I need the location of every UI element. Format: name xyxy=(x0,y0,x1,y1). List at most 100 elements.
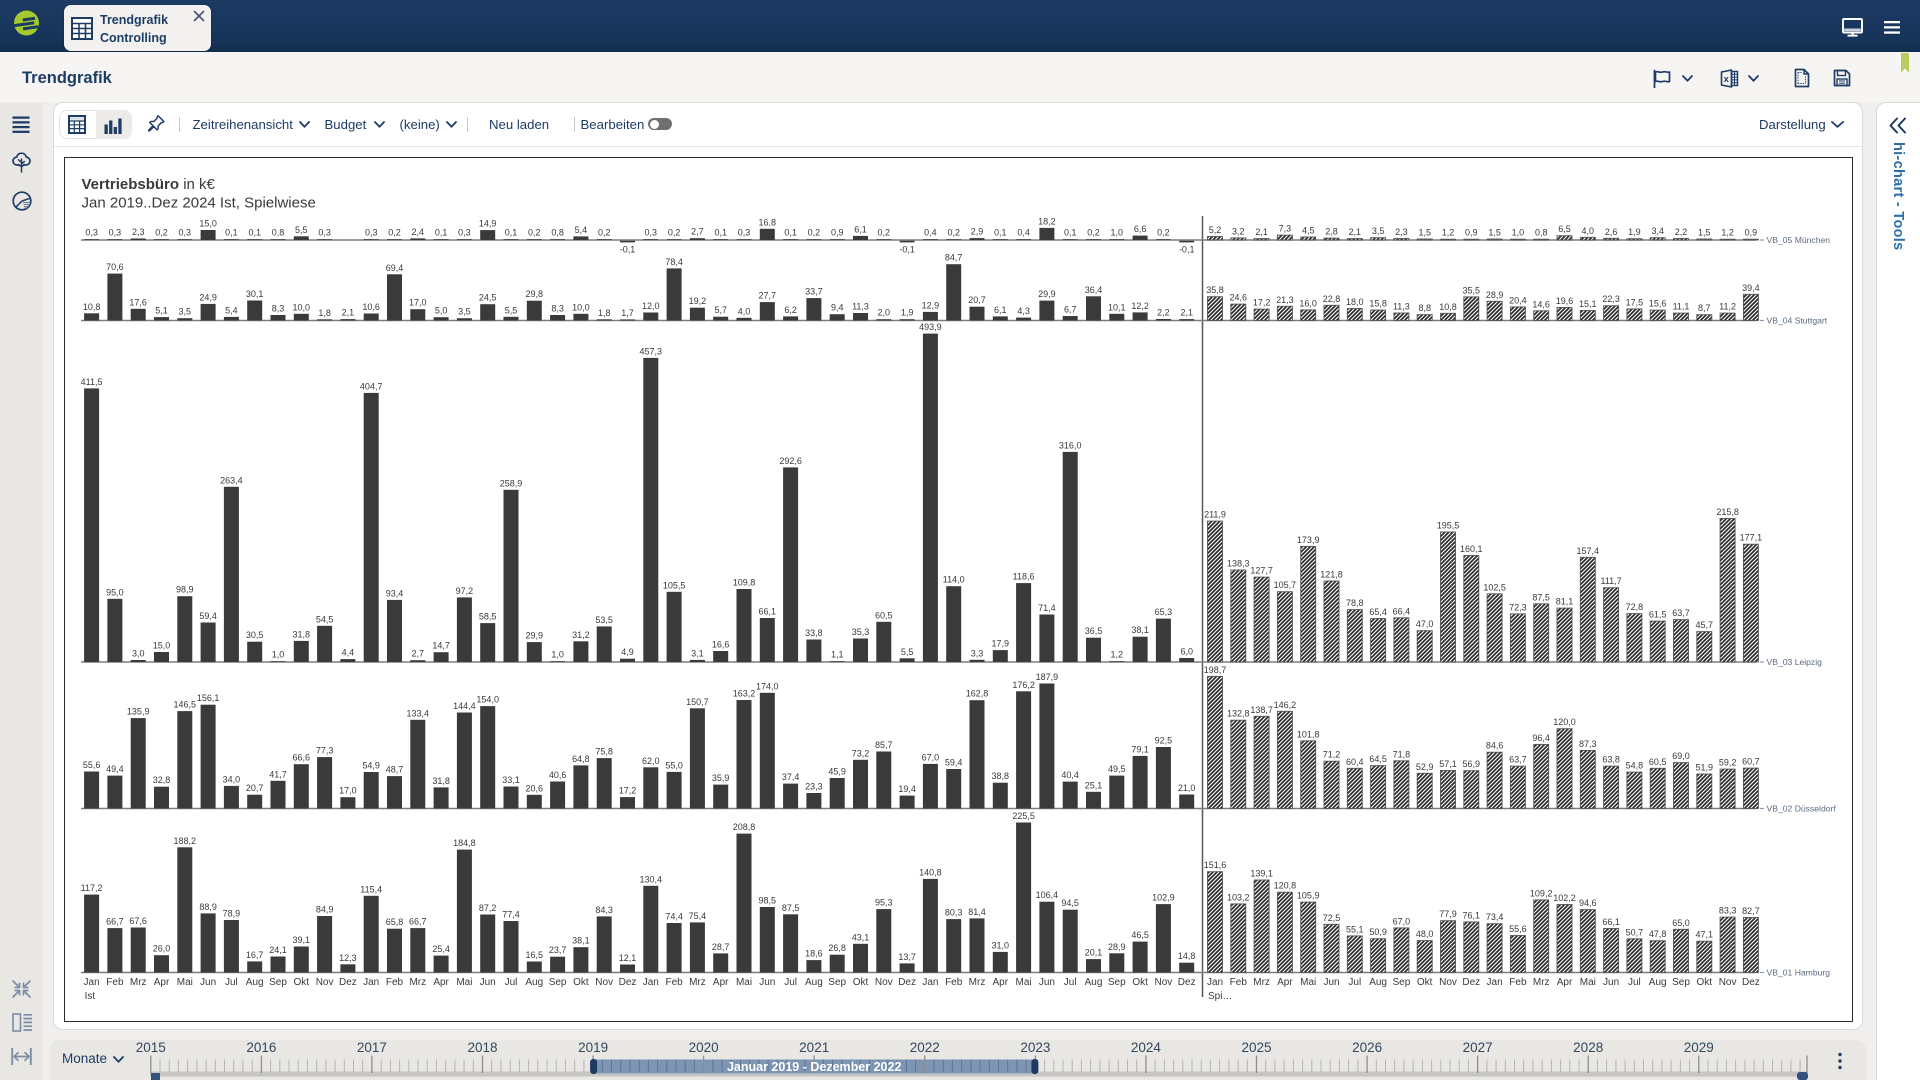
svg-text:33,8: 33,8 xyxy=(805,628,823,638)
svg-text:Jun: Jun xyxy=(1038,977,1054,988)
svg-text:0,2: 0,2 xyxy=(877,227,890,237)
svg-text:11,3: 11,3 xyxy=(1392,301,1409,311)
svg-text:84,6: 84,6 xyxy=(1485,740,1503,750)
svg-text:12,2: 12,2 xyxy=(1131,300,1149,310)
svg-text:66,1: 66,1 xyxy=(1602,917,1620,927)
svg-text:5,5: 5,5 xyxy=(295,224,308,234)
svg-text:Dez: Dez xyxy=(339,977,357,988)
svg-text:28,9: 28,9 xyxy=(1108,941,1126,951)
svg-text:50,9: 50,9 xyxy=(1369,927,1387,937)
svg-text:1,8: 1,8 xyxy=(318,307,331,317)
svg-text:5,5: 5,5 xyxy=(900,646,913,656)
svg-text:55,6: 55,6 xyxy=(1509,924,1527,934)
svg-text:1,9: 1,9 xyxy=(900,307,913,317)
svg-text:1,0: 1,0 xyxy=(1110,227,1123,237)
svg-text:0,2: 0,2 xyxy=(155,227,168,237)
svg-text:2,0: 2,0 xyxy=(877,307,890,317)
svg-text:35,8: 35,8 xyxy=(1206,285,1224,295)
svg-text:VB_05 München: VB_05 München xyxy=(1766,235,1830,245)
svg-text:81,1: 81,1 xyxy=(1555,596,1573,606)
svg-text:0,4: 0,4 xyxy=(1017,227,1030,237)
svg-text:2019: 2019 xyxy=(578,1040,608,1055)
svg-text:Mrz: Mrz xyxy=(1532,977,1549,988)
svg-text:0,1: 0,1 xyxy=(784,227,797,237)
svg-text:96,4: 96,4 xyxy=(1532,732,1550,742)
svg-text:225,5: 225,5 xyxy=(1012,811,1035,821)
svg-text:115,4: 115,4 xyxy=(360,884,382,894)
svg-text:77,4: 77,4 xyxy=(502,909,520,919)
svg-text:Sep: Sep xyxy=(1392,977,1410,988)
svg-text:4,0: 4,0 xyxy=(737,306,750,316)
svg-text:36,5: 36,5 xyxy=(1084,626,1102,636)
svg-text:292,6: 292,6 xyxy=(779,455,802,465)
svg-text:82,7: 82,7 xyxy=(1742,906,1760,916)
svg-text:10,8: 10,8 xyxy=(1439,301,1457,311)
svg-text:19,6: 19,6 xyxy=(1555,296,1573,306)
svg-text:Mrz: Mrz xyxy=(689,977,706,988)
svg-text:57,1: 57,1 xyxy=(1439,759,1457,769)
svg-text:Sep: Sep xyxy=(1107,977,1125,988)
svg-text:2,6: 2,6 xyxy=(1604,226,1617,236)
svg-text:15,1: 15,1 xyxy=(1579,299,1597,309)
svg-text:17,6: 17,6 xyxy=(129,297,147,307)
svg-text:0,1: 0,1 xyxy=(225,227,238,237)
svg-text:83,3: 83,3 xyxy=(1718,905,1736,915)
svg-text:2,3: 2,3 xyxy=(131,227,144,237)
svg-text:0,2: 0,2 xyxy=(528,227,541,237)
svg-text:40,6: 40,6 xyxy=(548,770,566,780)
svg-text:15,6: 15,6 xyxy=(1648,298,1666,308)
svg-text:85,7: 85,7 xyxy=(875,740,893,750)
svg-text:15,8: 15,8 xyxy=(1369,298,1387,308)
svg-text:17,0: 17,0 xyxy=(339,785,357,795)
svg-text:24,5: 24,5 xyxy=(478,292,496,302)
svg-text:Sep: Sep xyxy=(1672,977,1690,988)
svg-text:59,4: 59,4 xyxy=(199,611,217,621)
svg-text:46,5: 46,5 xyxy=(1131,930,1149,940)
svg-text:3,2: 3,2 xyxy=(1232,226,1245,236)
svg-text:Dez: Dez xyxy=(618,977,636,988)
svg-text:0,2: 0,2 xyxy=(947,227,960,237)
svg-text:33,7: 33,7 xyxy=(805,286,823,296)
svg-text:59,2: 59,2 xyxy=(1718,757,1736,767)
svg-text:79,1: 79,1 xyxy=(1131,744,1149,754)
svg-text:Feb: Feb xyxy=(1229,977,1247,988)
svg-text:215,8: 215,8 xyxy=(1716,507,1739,517)
svg-text:17,2: 17,2 xyxy=(1252,297,1270,307)
svg-text:78,8: 78,8 xyxy=(1346,598,1364,608)
svg-text:VB_04 Stuttgart: VB_04 Stuttgart xyxy=(1766,315,1827,325)
svg-text:27,7: 27,7 xyxy=(758,290,776,300)
svg-text:Okt: Okt xyxy=(573,977,589,988)
svg-text:Apr: Apr xyxy=(433,977,449,988)
svg-text:Mrz: Mrz xyxy=(1253,977,1270,988)
svg-text:47,0: 47,0 xyxy=(1415,619,1433,629)
svg-text:111,7: 111,7 xyxy=(1600,576,1621,586)
svg-text:2027: 2027 xyxy=(1463,1040,1493,1055)
svg-text:63,7: 63,7 xyxy=(1672,608,1690,618)
svg-text:Jul: Jul xyxy=(504,977,517,988)
svg-text:Sep: Sep xyxy=(548,977,566,988)
svg-text:173,9: 173,9 xyxy=(1296,534,1319,544)
svg-text:70,6: 70,6 xyxy=(106,262,124,272)
svg-text:101,8: 101,8 xyxy=(1296,729,1319,739)
svg-text:Januar 2019 - Dezember 2022: Januar 2019 - Dezember 2022 xyxy=(727,1060,901,1074)
svg-text:1,2: 1,2 xyxy=(1441,227,1454,237)
svg-text:1,7: 1,7 xyxy=(621,307,634,317)
svg-text:Nov: Nov xyxy=(1439,977,1457,988)
svg-text:4,0: 4,0 xyxy=(1581,225,1594,235)
svg-text:1,0: 1,0 xyxy=(1511,227,1524,237)
svg-text:39,4: 39,4 xyxy=(1742,282,1760,292)
svg-text:47,1: 47,1 xyxy=(1695,929,1713,939)
svg-text:198,7: 198,7 xyxy=(1203,664,1226,674)
svg-text:1,8: 1,8 xyxy=(597,307,610,317)
svg-text:Aug: Aug xyxy=(1084,977,1102,988)
svg-text:55,1: 55,1 xyxy=(1346,924,1364,934)
svg-text:0,1: 0,1 xyxy=(1063,227,1076,237)
svg-text:144,4: 144,4 xyxy=(453,701,476,711)
svg-text:29,9: 29,9 xyxy=(1038,289,1056,299)
svg-text:31,8: 31,8 xyxy=(432,775,450,785)
svg-text:VB_02 Düsseldorf: VB_02 Düsseldorf xyxy=(1766,803,1836,813)
svg-text:24,6: 24,6 xyxy=(1229,292,1247,302)
svg-text:30,1: 30,1 xyxy=(245,289,263,299)
svg-text:0,1: 0,1 xyxy=(994,227,1007,237)
svg-text:45,9: 45,9 xyxy=(828,766,846,776)
